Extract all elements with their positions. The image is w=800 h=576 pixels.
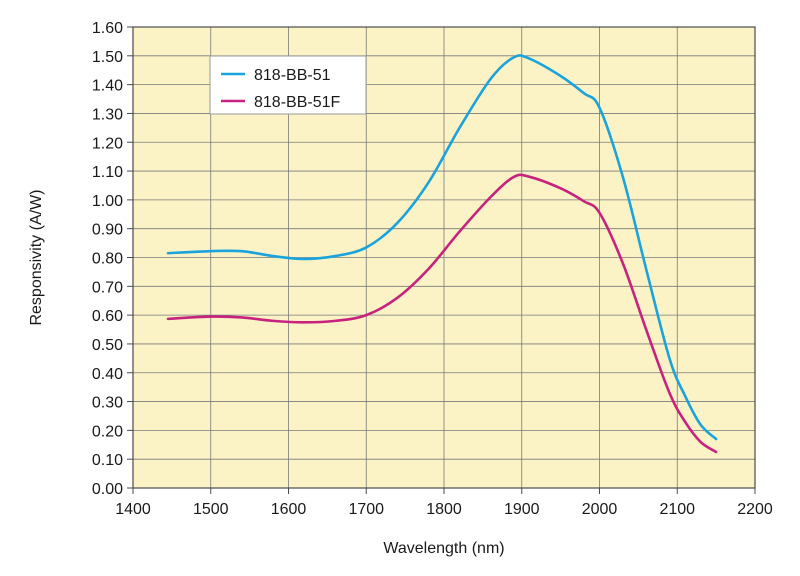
y-tick-label-10: 1.00 (92, 193, 123, 210)
x-tick-label-2200: 2200 (737, 501, 773, 518)
legend-box (209, 55, 367, 115)
legend: 818-BB-51 818-BB-51F (209, 55, 367, 115)
legend-entry-818-bb-51: 818-BB-51 (254, 67, 331, 84)
y-tick-label-12: 1.20 (92, 135, 123, 152)
y-tick-label-9: 0.90 (92, 222, 123, 239)
y-tick-label-1: 0.10 (92, 452, 123, 469)
y-tick-label-2: 0.20 (92, 423, 123, 440)
y-tick-label-8: 0.80 (92, 251, 123, 268)
x-tick-label-1700: 1700 (348, 501, 384, 518)
y-tick-label-4: 0.40 (92, 366, 123, 383)
y-axis-title: Responsivity (A/W) (28, 189, 45, 325)
x-tick-label-1600: 1600 (271, 501, 307, 518)
x-axis-title: Wavelength (nm) (383, 540, 504, 557)
y-tick-label-16: 1.60 (92, 20, 123, 37)
y-tick-label-5: 0.50 (92, 337, 123, 354)
legend-entry-818-bb-51f: 818-BB-51F (254, 94, 340, 111)
y-tick-label-6: 0.60 (92, 308, 123, 325)
y-tick-label-7: 0.70 (92, 279, 123, 296)
tick-labels: 1400 1500 1600 1700 1800 1900 2000 2100 2200 0.00… (92, 20, 773, 518)
x-tick-label-1800: 1800 (426, 501, 462, 518)
x-tick-label-1900: 1900 (504, 501, 540, 518)
y-tick-label-0: 0.00 (92, 481, 123, 498)
x-tick-label-1400: 1400 (115, 501, 151, 518)
series-lines (166, 54, 718, 454)
y-tick-label-11: 1.10 (92, 164, 123, 181)
series-line-818-bb-51 (166, 54, 718, 441)
y-tick-label-15: 1.50 (92, 49, 123, 66)
y-tick-label-14: 1.40 (92, 78, 123, 95)
y-tick-label-3: 0.30 (92, 395, 123, 412)
x-tick-label-2000: 2000 (582, 501, 618, 518)
x-tick-label-2100: 2100 (659, 501, 695, 518)
series-line-818-bb-51f (166, 173, 718, 454)
y-tick-label-13: 1.30 (92, 106, 123, 123)
x-tick-label-1500: 1500 (193, 501, 229, 518)
